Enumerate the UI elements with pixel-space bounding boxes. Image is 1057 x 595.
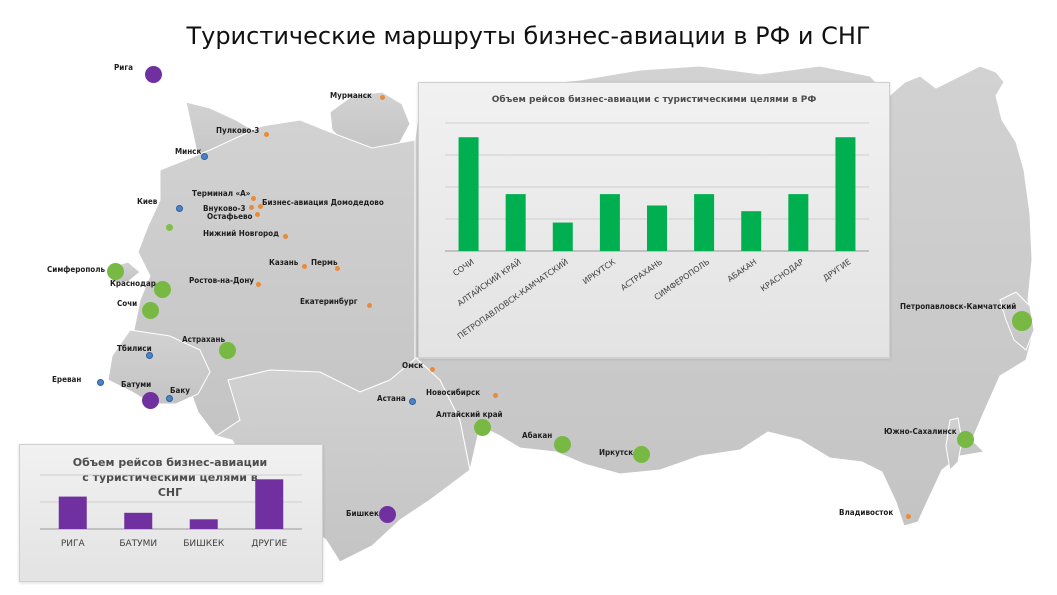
dot-riga[interactable]	[145, 66, 162, 83]
rf-category-label: КРАСНОДАР	[759, 257, 806, 293]
label-altai: Алтайский край	[436, 410, 503, 419]
dot-altai[interactable]	[474, 419, 491, 436]
label-rostov: Ростов-на-Дону	[189, 276, 254, 285]
dot-perm[interactable]	[335, 266, 340, 271]
rf-chart-panel: Объем рейсов бизнес-авиации с туристичес…	[418, 82, 890, 358]
label-ekaterinburg: Екатеринбург	[300, 297, 358, 306]
rf-bar	[599, 194, 620, 251]
cis-chart-plot: РИГА БАТУМИ БИШКЕК ДРУГИЕ	[40, 474, 302, 549]
dot-astana[interactable]	[409, 398, 416, 405]
label-terminal-a: Терминал «А»	[192, 189, 251, 198]
dot-vnukovo[interactable]	[249, 205, 254, 210]
rf-bar	[741, 211, 762, 251]
dot-novosibirsk[interactable]	[493, 393, 498, 398]
cis-bar	[189, 519, 218, 529]
rf-bar	[552, 222, 573, 251]
label-domodedovo: Бизнес-авиация Домодедово	[262, 198, 384, 207]
rf-category-label: СОЧИ	[451, 257, 475, 278]
dot-ekaterinburg[interactable]	[367, 303, 372, 308]
dot-krasnodar[interactable]	[154, 281, 171, 298]
map-caucasus	[107, 329, 211, 405]
label-nizhny: Нижний Новгород	[203, 229, 279, 238]
cis-category-label: ДРУГИЕ	[251, 539, 287, 549]
dot-pulkovo[interactable]	[264, 132, 269, 137]
label-batumi: Батуми	[121, 380, 152, 389]
dot-bishkek[interactable]	[379, 506, 396, 523]
rf-category-label: ДРУГИЕ	[821, 257, 852, 283]
label-astana: Астана	[377, 394, 406, 403]
dot-kiev-green[interactable]	[166, 224, 173, 231]
dot-domodedovo[interactable]	[258, 204, 263, 209]
dot-terminal-a[interactable]	[251, 196, 256, 201]
label-kiev: Киев	[137, 197, 158, 206]
dot-omsk[interactable]	[430, 367, 435, 372]
dot-abakan[interactable]	[554, 436, 571, 453]
label-riga: Рига	[114, 63, 133, 72]
dot-murmansk[interactable]	[380, 95, 385, 100]
label-vnukovo: Внуково-3	[203, 204, 246, 213]
cis-bar	[255, 479, 284, 529]
dot-minsk[interactable]	[201, 153, 208, 160]
label-sochi: Сочи	[117, 299, 138, 308]
dot-irkutsk[interactable]	[633, 446, 650, 463]
cis-bar	[58, 496, 87, 529]
dot-ostafyevo[interactable]	[255, 212, 260, 217]
dot-nizhny[interactable]	[283, 234, 288, 239]
cis-category-label: РИГА	[61, 539, 86, 549]
label-simferopol: Симферополь	[47, 265, 106, 274]
dot-yuzhno[interactable]	[957, 431, 974, 448]
dot-kazan[interactable]	[302, 264, 307, 269]
dot-baku[interactable]	[166, 395, 173, 402]
label-minsk: Минск	[175, 147, 202, 156]
rf-bar	[505, 194, 526, 251]
dot-sochi[interactable]	[142, 302, 159, 319]
label-baku: Баку	[170, 386, 190, 395]
label-astrakhan: Астрахань	[182, 335, 226, 344]
dot-kiev[interactable]	[176, 205, 183, 212]
map-sakhalin	[945, 417, 963, 472]
rf-bar	[835, 137, 856, 251]
rf-bar	[694, 194, 715, 251]
rf-bar	[458, 137, 479, 251]
label-tbilisi: Тбилиси	[117, 344, 152, 353]
label-omsk: Омск	[402, 361, 424, 370]
cis-chart-title: Объем рейсов бизнес-авиации с туристичес…	[72, 456, 268, 499]
label-ostafyevo: Остафьево	[207, 212, 253, 221]
dot-tbilisi[interactable]	[146, 352, 153, 359]
rf-bar	[788, 194, 809, 251]
label-irkutsk: Иркутск	[599, 448, 634, 457]
map-siberia	[414, 65, 1035, 527]
label-krasnodar: Краснодар	[110, 279, 156, 288]
label-novosibirsk: Новосибирск	[426, 388, 481, 397]
dot-rostov[interactable]	[256, 282, 261, 287]
dot-simferopol[interactable]	[107, 263, 124, 280]
label-yuzhno: Южно-Сахалинск	[884, 427, 957, 436]
rf-category-label: АСТРАХАНЬ	[619, 257, 664, 292]
label-pulkovo: Пулково-3	[216, 126, 260, 135]
rf-bar	[647, 205, 667, 251]
rf-chart-title: Объем рейсов бизнес-авиации с туристичес…	[491, 95, 817, 105]
label-perm: Пермь	[311, 258, 338, 267]
rf-category-label: АБАКАН	[726, 257, 759, 284]
label-kazan: Казань	[269, 258, 299, 267]
label-murmansk: Мурманск	[330, 91, 372, 100]
cis-category-label: БАТУМИ	[119, 539, 157, 549]
cis-bar	[124, 512, 153, 529]
rf-category-label: ИРКУТСК	[581, 257, 617, 286]
dot-batumi[interactable]	[142, 392, 159, 409]
label-abakan: Абакан	[522, 431, 553, 440]
label-erevan: Ереван	[52, 375, 82, 384]
dot-petropavlovsk[interactable]	[1012, 311, 1032, 331]
label-vladivostok: Владивосток	[839, 508, 894, 517]
label-bishkek: Бишкек	[346, 509, 379, 518]
dot-erevan[interactable]	[97, 379, 104, 386]
page-title: Туристические маршруты бизнес-авиации в …	[186, 22, 871, 50]
cis-chart-panel: Объем рейсов бизнес-авиации с туристичес…	[19, 444, 323, 582]
dot-vladivostok[interactable]	[906, 514, 911, 519]
cis-category-label: БИШКЕК	[183, 539, 225, 549]
dot-astrakhan[interactable]	[219, 342, 236, 359]
label-petropavlovsk: Петропавловск-Камчатский	[900, 302, 1017, 311]
